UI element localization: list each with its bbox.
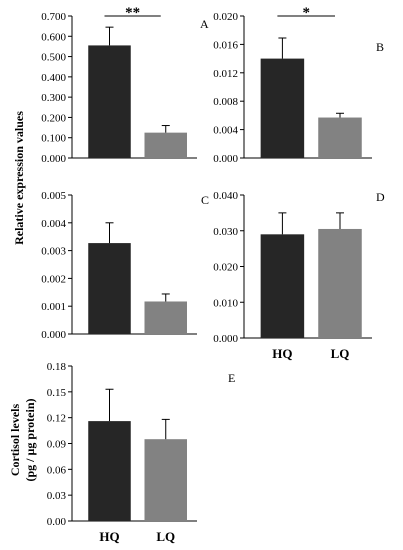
panel-letter: B bbox=[376, 40, 384, 54]
significance-marker: ** bbox=[125, 5, 140, 21]
bar-lq bbox=[318, 117, 362, 158]
y-tick-label: 0.09 bbox=[47, 439, 67, 451]
y-tick-label: 0.12 bbox=[47, 413, 66, 425]
y-tick-label: 0.06 bbox=[47, 464, 67, 476]
y-tick-label: 0.030 bbox=[213, 226, 238, 238]
panel-letter: D bbox=[376, 190, 385, 204]
y-axis-label-cortisol-line2: (pg / µg protein) bbox=[23, 398, 37, 481]
panel-letter: A bbox=[200, 17, 209, 31]
y-tick-label: 0.400 bbox=[41, 72, 66, 84]
bar-hq bbox=[260, 234, 305, 338]
y-tick-label: 0.000 bbox=[213, 333, 238, 345]
bar-lq bbox=[318, 228, 362, 338]
y-tick-label: 0.004 bbox=[213, 125, 238, 137]
bar-lq bbox=[144, 439, 187, 521]
bar-hq bbox=[88, 45, 131, 158]
y-axis-label-cortisol-line1: Cortisol levels bbox=[8, 404, 22, 477]
category-label-hq: HQ bbox=[272, 346, 292, 361]
y-tick-label: 0.005 bbox=[41, 190, 66, 202]
y-tick-label: 0.016 bbox=[213, 39, 238, 51]
y-tick-label: 0.020 bbox=[213, 11, 238, 23]
y-tick-label: 0.18 bbox=[47, 361, 67, 373]
bar-hq bbox=[88, 421, 131, 521]
bar-hq bbox=[88, 243, 131, 334]
panel-letter: E bbox=[228, 371, 235, 385]
y-tick-label: 0.200 bbox=[41, 112, 66, 124]
bar-lq bbox=[144, 132, 187, 158]
y-tick-label: 0.700 bbox=[41, 11, 66, 23]
y-tick-label: 0.002 bbox=[41, 273, 66, 285]
category-label-hq: HQ bbox=[99, 529, 119, 544]
panel-d: 0.000 0.010 0.020 0.030 0.040 HQ LQ D bbox=[213, 190, 385, 361]
y-tick-label: 0.000 bbox=[41, 329, 66, 341]
bar-hq bbox=[260, 58, 305, 158]
y-tick-label: 0.000 bbox=[41, 153, 66, 165]
y-tick-label: 0.15 bbox=[47, 387, 67, 399]
y-tick-label: 0.000 bbox=[213, 153, 238, 165]
panel-letter: C bbox=[201, 193, 209, 207]
y-tick-label: 0.300 bbox=[41, 92, 66, 104]
significance-marker: * bbox=[302, 5, 310, 21]
y-tick-label: 0.03 bbox=[47, 490, 67, 502]
y-tick-label: 0.100 bbox=[41, 133, 66, 145]
y-tick-label: 0.004 bbox=[41, 218, 66, 230]
y-tick-label: 0.012 bbox=[213, 68, 238, 80]
y-tick-label: 0.010 bbox=[213, 297, 238, 309]
y-tick-label: 0.001 bbox=[41, 301, 66, 313]
y-tick-label: 0.00 bbox=[47, 516, 67, 528]
category-label-lq: LQ bbox=[156, 529, 175, 544]
y-tick-label: 0.020 bbox=[213, 262, 238, 274]
y-axis-label-expression: Relative expression values bbox=[12, 111, 26, 245]
y-tick-label: 0.500 bbox=[41, 52, 66, 64]
panel-c: 0.000 0.001 0.002 0.003 0.004 0.005 C bbox=[41, 190, 209, 341]
panel-a: 0.000 0.100 0.200 0.300 0.400 0.500 0.600 0.700… bbox=[41, 5, 209, 165]
bar-lq bbox=[144, 301, 187, 334]
y-tick-label: 0.003 bbox=[41, 246, 66, 258]
y-tick-label: 0.040 bbox=[213, 190, 238, 202]
panel-e: 0.00 0.03 0.06 0.09 0.12 0.15 0.18 HQ LQ E bbox=[47, 361, 236, 544]
y-tick-label: 0.600 bbox=[41, 31, 66, 43]
panel-b: 0.000 0.004 0.008 0.012 0.016 0.020 * B bbox=[213, 5, 384, 165]
category-label-lq: LQ bbox=[331, 346, 350, 361]
y-tick-label: 0.008 bbox=[213, 96, 238, 108]
